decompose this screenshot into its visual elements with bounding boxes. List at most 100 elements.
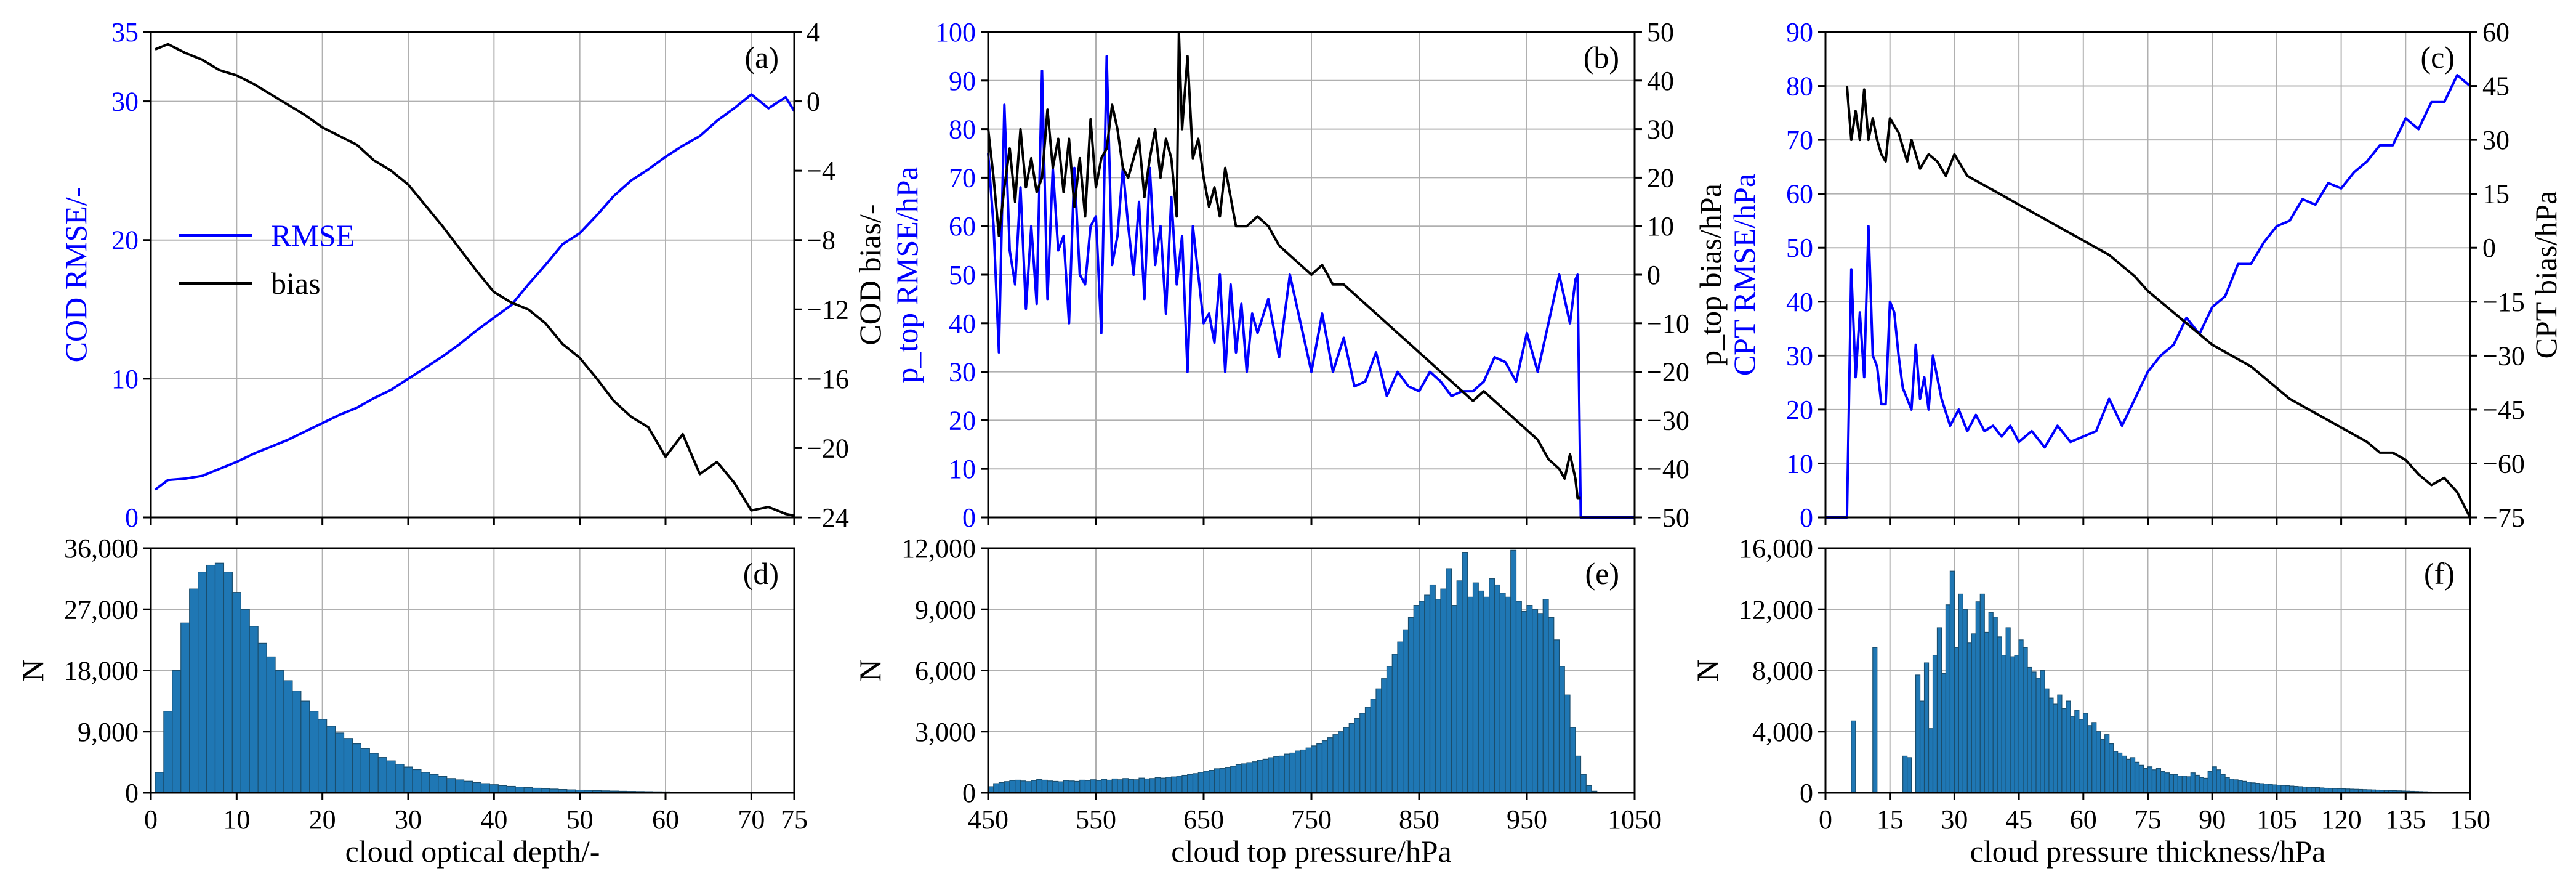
bar-e-35 bbox=[1176, 776, 1183, 793]
xlabel-e: cloud top pressure/hPa bbox=[1171, 834, 1451, 869]
y2tick-label-c-8: 45 bbox=[2482, 71, 2510, 102]
bar-f-102 bbox=[2289, 785, 2295, 793]
xtick-label-f-3: 45 bbox=[2005, 804, 2032, 835]
bar-f-46 bbox=[2048, 697, 2054, 793]
ytick-label-b-3: 30 bbox=[949, 357, 976, 387]
bar-f-83 bbox=[2207, 771, 2213, 793]
series-line-a-bias bbox=[155, 43, 795, 517]
bar-f-71 bbox=[2155, 768, 2162, 793]
bar-f-67 bbox=[2138, 764, 2144, 793]
ytick-label-b-9: 90 bbox=[949, 66, 976, 96]
bar-f-15 bbox=[1915, 674, 1921, 793]
bar-e-4 bbox=[1009, 780, 1016, 793]
bar-f-85 bbox=[2216, 769, 2221, 793]
panel-a: 0 10 20 30 35 −24 −20 −16 −12 −8 −4 0 4 COD RMSE/- COD… bbox=[58, 17, 887, 533]
xtick-label-f-1: 15 bbox=[1877, 804, 1904, 835]
bar-d-18 bbox=[309, 711, 319, 793]
ytick-label-c-5: 50 bbox=[1786, 233, 1813, 263]
bar-e-76 bbox=[1397, 641, 1404, 793]
ylabel-d: N bbox=[15, 659, 50, 681]
bar-e-44 bbox=[1225, 767, 1231, 793]
bar-f-93 bbox=[2250, 782, 2256, 793]
bar-e-26 bbox=[1127, 779, 1134, 793]
legend-a: RMSE bias bbox=[179, 218, 355, 301]
bar-e-9 bbox=[1036, 779, 1043, 793]
ytick-label-c-6: 60 bbox=[1786, 179, 1813, 209]
bar-e-27 bbox=[1133, 779, 1140, 793]
y2label-c: CPT bias/hPa bbox=[2529, 191, 2563, 359]
bar-f-99 bbox=[2276, 784, 2282, 793]
xtick-label-f-9: 135 bbox=[2385, 804, 2426, 835]
bar-f-88 bbox=[2229, 779, 2234, 793]
panel-label-f: (f) bbox=[2424, 556, 2455, 591]
panel-label-a: (a) bbox=[745, 40, 779, 75]
bar-f-61 bbox=[2113, 751, 2119, 793]
ytick-label-c-1: 10 bbox=[1786, 448, 1813, 479]
ytick-label-f-3: 12,000 bbox=[1739, 594, 1813, 625]
bar-e-109 bbox=[1575, 755, 1582, 793]
bar-d-15 bbox=[283, 680, 293, 793]
bar-f-52 bbox=[2074, 710, 2080, 793]
bar-f-89 bbox=[2233, 779, 2239, 793]
bar-e-97 bbox=[1510, 549, 1517, 793]
bar-e-36 bbox=[1181, 774, 1188, 793]
y2tick-label-c-1: −60 bbox=[2482, 448, 2525, 479]
bar-f-33 bbox=[1992, 617, 1998, 793]
bar-f-86 bbox=[2220, 774, 2226, 793]
bar-f-73 bbox=[2164, 772, 2170, 793]
xlabel-d: cloud optical depth/- bbox=[345, 834, 600, 869]
ytick-label-c-3: 30 bbox=[1786, 341, 1813, 371]
xtick-label-d-6: 60 bbox=[652, 804, 679, 835]
bar-f-42 bbox=[2031, 671, 2037, 793]
panel-label-d: (d) bbox=[743, 556, 779, 591]
ytick-label-a-3: 30 bbox=[111, 87, 139, 117]
xlabel-f: cloud pressure thickness/hPa bbox=[1970, 834, 2326, 869]
ytick-label-e-3: 9,000 bbox=[915, 594, 976, 625]
bar-f-5 bbox=[1872, 647, 1878, 793]
bar-e-38 bbox=[1192, 773, 1199, 793]
bar-e-51 bbox=[1262, 758, 1269, 793]
bar-e-40 bbox=[1203, 771, 1210, 793]
bar-f-103 bbox=[2293, 785, 2299, 793]
panel-label-c: (c) bbox=[2421, 40, 2455, 75]
xtick-label-e-6: 1050 bbox=[1608, 804, 1662, 835]
series-line-c-rmse bbox=[1825, 74, 2471, 519]
bar-e-103 bbox=[1542, 599, 1549, 793]
bar-e-11 bbox=[1047, 780, 1053, 793]
bar-f-34 bbox=[1997, 636, 2002, 793]
y2tick-label-c-7: 30 bbox=[2482, 125, 2510, 155]
bar-f-60 bbox=[2109, 743, 2114, 793]
xtick-label-d-8: 75 bbox=[781, 804, 808, 835]
plot-frame-a bbox=[150, 31, 795, 519]
bar-d-35 bbox=[455, 779, 465, 793]
bar-e-90 bbox=[1472, 582, 1479, 793]
ylabel-e: N bbox=[853, 659, 887, 681]
ylabel-f: N bbox=[1690, 659, 1725, 681]
bar-d-38 bbox=[480, 783, 490, 793]
bar-e-79 bbox=[1413, 605, 1420, 793]
bar-f-27 bbox=[1966, 642, 1972, 793]
bar-f-37 bbox=[2010, 656, 2015, 793]
bar-e-89 bbox=[1467, 596, 1474, 793]
y2tick-label-a-6: 0 bbox=[807, 87, 820, 117]
bar-f-76 bbox=[2177, 776, 2183, 793]
ytick-label-b-6: 60 bbox=[949, 211, 976, 241]
bar-e-111 bbox=[1585, 785, 1592, 793]
bar-f-66 bbox=[2134, 761, 2140, 793]
bar-e-39 bbox=[1197, 772, 1204, 793]
bar-e-24 bbox=[1117, 779, 1124, 793]
bar-e-63 bbox=[1327, 737, 1334, 793]
bar-f-78 bbox=[2186, 776, 2191, 793]
bar-e-22 bbox=[1106, 779, 1113, 793]
bar-e-54 bbox=[1278, 755, 1285, 793]
bar-e-56 bbox=[1289, 752, 1296, 793]
bar-f-70 bbox=[2151, 769, 2157, 793]
xtick-label-d-4: 40 bbox=[480, 804, 507, 835]
bar-f-45 bbox=[2044, 688, 2050, 793]
bar-e-70 bbox=[1364, 707, 1371, 793]
bar-d-17 bbox=[300, 700, 310, 793]
bar-d-14 bbox=[275, 670, 284, 793]
bar-f-26 bbox=[1962, 609, 1968, 793]
y2tick-label-c-6: 15 bbox=[2482, 179, 2510, 209]
y2tick-label-b-7: 20 bbox=[1647, 163, 1674, 193]
